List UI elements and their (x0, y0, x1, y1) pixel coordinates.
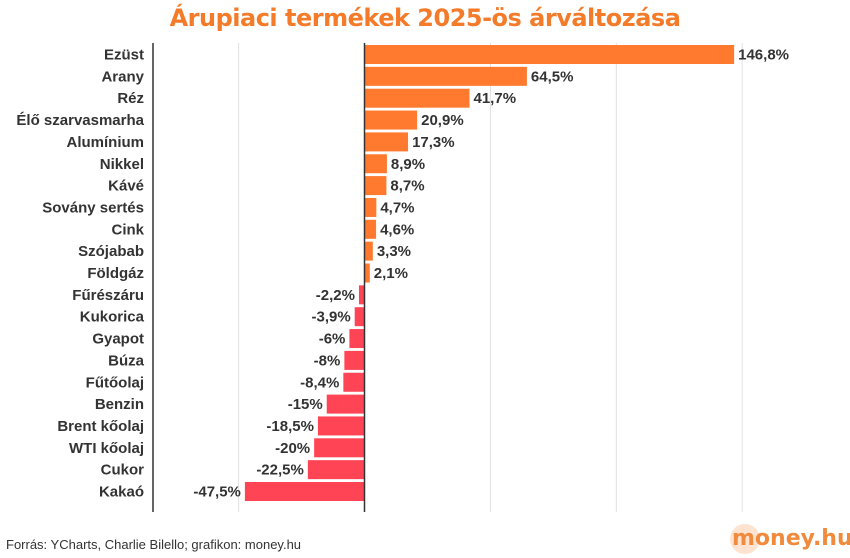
value-label: 8,9% (391, 156, 425, 173)
bar (364, 66, 527, 86)
category-label: Réz (117, 90, 144, 107)
value-label: 41,7% (474, 90, 517, 107)
bar (364, 132, 409, 152)
category-label: Fűrészáru (72, 287, 144, 304)
category-label: Benzin (95, 396, 144, 413)
axes (152, 43, 366, 512)
bar (314, 438, 365, 458)
bar (364, 176, 387, 196)
logo-text: money.hu (732, 525, 850, 551)
logo-circle-icon (730, 524, 760, 554)
value-label: 146,8% (738, 47, 789, 64)
bar (364, 241, 373, 261)
category-labels: Ezüst Arany Réz Élő szarvasmarha Alumínium Ni… (16, 47, 144, 501)
bar (364, 88, 470, 108)
bar (343, 372, 365, 392)
category-label: Kakaó (99, 484, 144, 501)
category-label: Élő szarvasmarha (16, 112, 144, 129)
value-label: -8% (314, 352, 341, 369)
value-label: -6% (319, 331, 346, 348)
bar (244, 482, 365, 501)
value-label: -20% (275, 440, 310, 457)
value-label: -2,2% (316, 287, 355, 304)
bar (358, 285, 365, 305)
category-label: Nikkel (100, 156, 144, 173)
value-label: 2,1% (374, 265, 408, 282)
bar (364, 263, 370, 283)
bar (364, 45, 735, 64)
value-label: -8,4% (300, 374, 339, 391)
category-label: Kávé (108, 178, 144, 195)
bars (244, 45, 735, 501)
category-label: Brent kőolaj (57, 418, 144, 435)
value-label: -22,5% (256, 462, 304, 479)
bar (344, 350, 365, 370)
category-label: Alumínium (67, 134, 145, 151)
money-hu-logo: money.hu (730, 520, 850, 556)
value-label: 20,9% (421, 112, 464, 129)
category-label: Földgáz (87, 265, 144, 282)
category-label: Cink (111, 221, 144, 238)
value-label: 64,5% (531, 68, 574, 85)
bar (326, 394, 365, 414)
value-label: 17,3% (412, 134, 455, 151)
value-label: -3,9% (311, 309, 350, 326)
bar (364, 154, 387, 174)
category-label: Szójabab (78, 243, 144, 260)
bar (364, 219, 377, 239)
category-label: WTI kőolaj (69, 440, 144, 457)
bar (364, 110, 418, 130)
value-label: 8,7% (390, 178, 424, 195)
source-note: Forrás: YCharts, Charlie Bilello; grafik… (6, 537, 302, 552)
grid-lines (238, 43, 743, 512)
bar (349, 329, 365, 349)
value-label: 4,6% (380, 221, 414, 238)
value-label: 4,7% (380, 199, 414, 216)
chart-title: Árupiaci termékek 2025-ös árváltozása (169, 4, 681, 32)
bar (354, 307, 365, 327)
value-label: -47,5% (193, 484, 241, 501)
bar (317, 416, 365, 436)
value-labels: 146,8% 64,5% 41,7% 20,9% 17,3% 8,9% 8,7% 4,7% 4,… (193, 47, 789, 501)
category-label: Gyapot (92, 331, 144, 348)
bar (307, 460, 365, 480)
bar (364, 197, 377, 217)
category-label: Ezüst (104, 47, 144, 64)
value-label: 3,3% (377, 243, 411, 260)
value-label: -15% (288, 396, 323, 413)
category-label: Fűtőolaj (86, 374, 144, 391)
category-label: Arany (101, 68, 144, 85)
value-label: -18,5% (266, 418, 314, 435)
category-label: Sovány sertés (42, 199, 144, 216)
category-label: Búza (108, 352, 144, 369)
category-label: Cukor (101, 462, 145, 479)
category-label: Kukorica (80, 309, 145, 326)
